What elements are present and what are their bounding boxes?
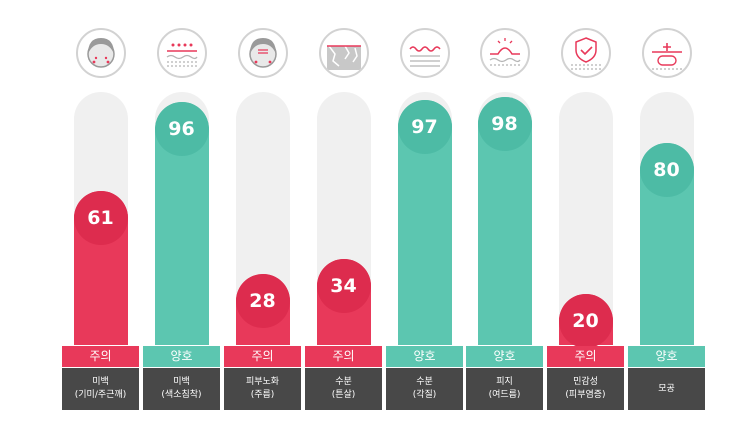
category-name: 미백: [173, 377, 190, 387]
pore-icon: [641, 28, 692, 78]
category-detail: (색소침착): [161, 390, 202, 400]
bar-track: 61: [73, 92, 128, 345]
bar-value-label: 34: [316, 258, 371, 313]
category-name: 모공: [658, 383, 675, 394]
bar-value-label: 96: [154, 102, 209, 157]
status-badge: 주의: [305, 346, 382, 367]
status-badge: 양호: [143, 346, 220, 367]
status-badge: 주의: [224, 346, 301, 367]
bar-track: 97: [397, 92, 452, 345]
category-name: 피부노화: [245, 377, 280, 387]
skin-pigment-icon: [156, 28, 207, 78]
category-name: 수분: [335, 377, 352, 387]
cracked-skin-icon: [318, 28, 369, 78]
category-name: 수분: [416, 377, 433, 387]
bar-value-label: 20: [558, 294, 613, 349]
category-detail: (여드름): [488, 390, 521, 400]
status-badge: 양호: [628, 346, 705, 367]
status-badge: 주의: [547, 346, 624, 367]
face-wrinkle-icon: [237, 28, 288, 78]
category-label: 피부노화 (주름): [224, 368, 301, 410]
bar-track: 80: [639, 92, 694, 345]
category-detail: (피부염증): [565, 390, 606, 400]
category-label: 민감성 (피부염증): [547, 368, 624, 410]
bar-track: 98: [477, 92, 532, 345]
bar-track: 34: [316, 92, 371, 345]
skin-wave-icon: [399, 28, 450, 78]
category-detail: (튼살): [331, 390, 356, 400]
category-detail: (각질): [412, 390, 437, 400]
status-badge: 주의: [62, 346, 139, 367]
category-name: 민감성: [573, 377, 598, 387]
category-label: 미백 (색소침착): [143, 368, 220, 410]
status-badge: 양호: [386, 346, 463, 367]
bar-track: 96: [154, 92, 209, 345]
sebum-icon: [479, 28, 530, 78]
face-spots-icon: [75, 28, 126, 78]
bar-value-label: 28: [235, 274, 290, 329]
bar-track: 20: [558, 92, 613, 349]
category-label: 수분 (각질): [386, 368, 463, 410]
bar-track: 28: [235, 92, 290, 345]
category-label: 모공: [628, 368, 705, 410]
category-detail: (주름): [250, 390, 275, 400]
status-badge: 양호: [466, 346, 543, 367]
category-name: 피지: [496, 377, 513, 387]
shield-check-icon: [560, 28, 611, 78]
category-label: 미백 (기미/주근깨): [62, 368, 139, 410]
bar-value-label: 98: [477, 97, 532, 152]
category-label: 수분 (튼살): [305, 368, 382, 410]
bar-value-label: 61: [73, 190, 128, 245]
category-label: 피지 (여드름): [466, 368, 543, 410]
bar-value-label: 80: [639, 142, 694, 197]
bar-value-label: 97: [397, 99, 452, 154]
category-name: 미백: [92, 377, 109, 387]
category-detail: (기미/주근깨): [74, 390, 127, 400]
